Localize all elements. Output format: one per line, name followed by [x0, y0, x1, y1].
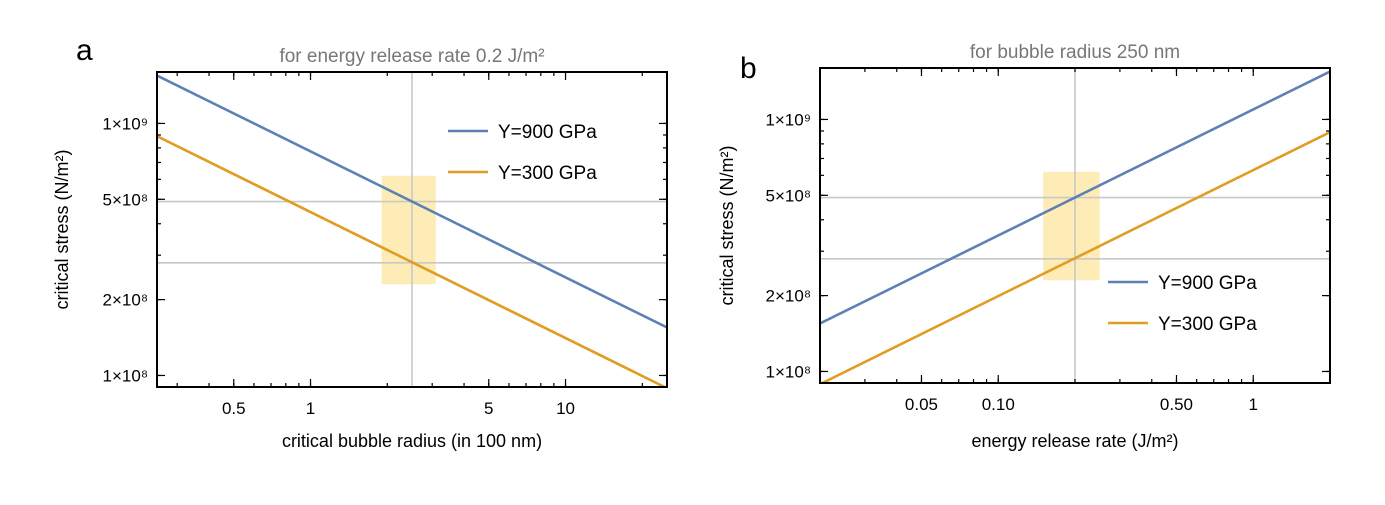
x-axis-label: energy release rate (J/m²) [971, 431, 1178, 451]
x-axis-label: critical bubble radius (in 100 nm) [282, 431, 542, 451]
y-tick-label: 1×10⁹ [765, 110, 811, 129]
y-tick-label: 1×10⁸ [103, 366, 148, 385]
x-tick-label: 0.05 [905, 395, 938, 414]
y-tick-label: 2×10⁸ [103, 291, 148, 310]
x-tick-label: 0.5 [222, 399, 246, 418]
chart-title: for bubble radius 250 nm [970, 42, 1180, 63]
series-line-0 [157, 74, 667, 329]
legend-label-0: Y=900 GPa [498, 122, 597, 143]
x-tick-label: 1 [306, 399, 315, 418]
y-axis-label: critical stress (N/m²) [52, 150, 72, 310]
chart-panel-b: 0.05 0.10 0.50 1 1×10⁸ 2×10⁸ 5×10⁸ 1×10⁹ energy … [717, 42, 1331, 451]
x-tick-label: 10 [556, 399, 575, 418]
series-line-1 [157, 135, 667, 387]
series-line-1 [820, 131, 1330, 383]
y-tick-label: 5×10⁸ [766, 186, 811, 205]
y-tick-label: 5×10⁸ [103, 190, 148, 209]
panel-letter: a [76, 34, 93, 67]
chart-title: for energy release rate 0.2 J/m² [279, 46, 544, 67]
legend-label-1: Y=300 GPa [498, 163, 597, 184]
series-line-0 [820, 70, 1330, 325]
y-tick-label: 1×10⁹ [102, 114, 148, 133]
panel-letter: b [740, 52, 757, 85]
legend-label-1: Y=300 GPa [1158, 314, 1257, 335]
plot-area [157, 72, 667, 387]
chart-panel-a: 0.5 1 5 10 1×10⁸ 2×10⁸ 5×10⁸ 1×10⁹ critical bubb… [52, 34, 668, 451]
y-tick-label: 1×10⁸ [766, 362, 811, 381]
legend-label-0: Y=900 GPa [1158, 273, 1257, 294]
plot-frame [156, 71, 668, 388]
y-tick-label: 2×10⁸ [766, 287, 811, 306]
x-tick-label: 1 [1249, 395, 1258, 414]
highlight-region [381, 175, 436, 285]
y-axis-label: critical stress (N/m²) [717, 146, 737, 306]
x-tick-label: 0.50 [1160, 395, 1193, 414]
x-tick-label: 5 [484, 399, 493, 418]
plot-area [820, 68, 1330, 383]
x-tick-label: 0.10 [982, 395, 1015, 414]
